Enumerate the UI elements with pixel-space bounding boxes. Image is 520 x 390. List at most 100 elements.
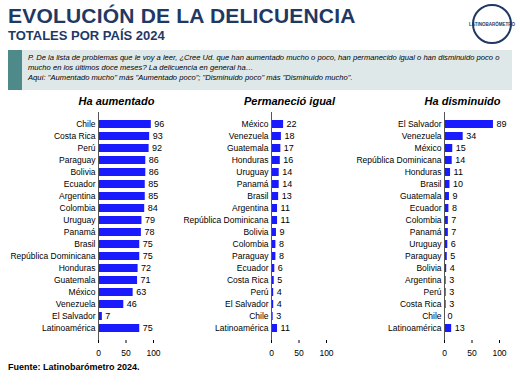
svg-text:46: 46 <box>127 299 137 309</box>
svg-text:Costa Rica: Costa Rica <box>54 131 96 141</box>
svg-text:Honduras: Honduras <box>232 155 269 165</box>
svg-text:34: 34 <box>466 131 476 141</box>
svg-text:República Dominicana: República Dominicana <box>356 155 441 165</box>
svg-text:63: 63 <box>136 287 146 297</box>
svg-text:Ecuador: Ecuador <box>64 179 96 189</box>
svg-text:100: 100 <box>146 348 160 358</box>
svg-text:16: 16 <box>283 155 293 165</box>
svg-text:Uruguay: Uruguay <box>236 167 269 177</box>
svg-text:Colombia: Colombia <box>60 203 96 213</box>
svg-text:0: 0 <box>448 311 453 321</box>
svg-text:Uruguay: Uruguay <box>409 239 442 249</box>
svg-text:85: 85 <box>148 179 158 189</box>
svg-text:Brasil: Brasil <box>74 239 95 249</box>
svg-text:85: 85 <box>148 191 158 201</box>
svg-text:79: 79 <box>145 215 155 225</box>
svg-text:11: 11 <box>454 167 463 177</box>
svg-text:Guatemala: Guatemala <box>54 275 96 285</box>
svg-text:Honduras: Honduras <box>405 167 442 177</box>
svg-text:7: 7 <box>105 311 110 321</box>
svg-text:75: 75 <box>143 323 153 333</box>
svg-text:Panamá: Panamá <box>237 179 269 189</box>
svg-text:El Salvador: El Salvador <box>398 119 442 129</box>
svg-text:5: 5 <box>277 275 282 285</box>
svg-text:14: 14 <box>455 155 465 165</box>
svg-text:7: 7 <box>451 215 456 225</box>
svg-text:11: 11 <box>281 215 290 225</box>
svg-text:8: 8 <box>279 251 284 261</box>
svg-text:Costa Rica: Costa Rica <box>227 275 269 285</box>
svg-text:100: 100 <box>492 348 506 358</box>
svg-text:75: 75 <box>143 251 153 261</box>
svg-text:0: 0 <box>442 348 447 358</box>
svg-text:86: 86 <box>149 155 159 165</box>
svg-text:Argentina: Argentina <box>59 191 96 201</box>
svg-text:México: México <box>415 143 442 153</box>
svg-text:México: México <box>69 287 96 297</box>
svg-text:0: 0 <box>269 348 274 358</box>
svg-text:Chile: Chile <box>422 311 442 321</box>
svg-text:3: 3 <box>449 287 454 297</box>
svg-text:Brasil: Brasil <box>247 191 268 201</box>
svg-text:71: 71 <box>141 275 151 285</box>
svg-text:Venezuela: Venezuela <box>56 299 96 309</box>
svg-text:14: 14 <box>282 179 292 189</box>
svg-text:Perú: Perú <box>78 143 96 153</box>
svg-text:8: 8 <box>279 239 284 249</box>
svg-text:Uruguay: Uruguay <box>63 215 96 225</box>
svg-text:Bolivia: Bolivia <box>416 263 441 273</box>
svg-text:4: 4 <box>277 287 282 297</box>
svg-text:Perú: Perú <box>251 287 269 297</box>
svg-text:93: 93 <box>153 131 163 141</box>
svg-text:Bolivia: Bolivia <box>243 227 268 237</box>
svg-text:72: 72 <box>141 263 151 273</box>
svg-text:18: 18 <box>284 131 294 141</box>
svg-text:Argentina: Argentina <box>405 275 442 285</box>
svg-text:11: 11 <box>281 203 290 213</box>
svg-text:84: 84 <box>148 203 158 213</box>
svg-text:78: 78 <box>144 227 154 237</box>
svg-text:Paraguay: Paraguay <box>232 251 269 261</box>
svg-text:El Salvador: El Salvador <box>52 311 96 321</box>
svg-text:El Salvador: El Salvador <box>225 299 269 309</box>
svg-text:Bolivia: Bolivia <box>70 167 95 177</box>
svg-text:4: 4 <box>450 263 455 273</box>
svg-text:3: 3 <box>449 275 454 285</box>
svg-text:Latinoamérica: Latinoamérica <box>215 323 269 333</box>
svg-text:Latinoamérica: Latinoamérica <box>388 323 442 333</box>
svg-text:República Dominicana: República Dominicana <box>183 215 268 225</box>
svg-text:50: 50 <box>294 348 304 358</box>
svg-text:3: 3 <box>276 311 281 321</box>
svg-text:Venezuela: Venezuela <box>402 131 442 141</box>
svg-text:9: 9 <box>279 227 284 237</box>
svg-text:86: 86 <box>149 167 159 177</box>
svg-text:Panamá: Panamá <box>64 227 96 237</box>
svg-text:7: 7 <box>451 227 456 237</box>
svg-text:96: 96 <box>154 119 164 129</box>
svg-text:Guatemala: Guatemala <box>227 143 269 153</box>
svg-text:4: 4 <box>277 299 282 309</box>
svg-text:Latinoamérica: Latinoamérica <box>42 323 96 333</box>
svg-text:Costa Rica: Costa Rica <box>400 299 442 309</box>
svg-text:92: 92 <box>152 143 162 153</box>
svg-text:Colombia: Colombia <box>406 215 442 225</box>
svg-text:Paraguay: Paraguay <box>405 251 442 261</box>
svg-text:22: 22 <box>287 119 297 129</box>
svg-text:Argentina: Argentina <box>232 203 269 213</box>
svg-text:Guatemala: Guatemala <box>400 191 442 201</box>
svg-text:13: 13 <box>282 191 292 201</box>
svg-text:5: 5 <box>450 251 455 261</box>
svg-text:Paraguay: Paraguay <box>59 155 96 165</box>
svg-text:Ecuador: Ecuador <box>410 203 442 213</box>
svg-text:14: 14 <box>282 167 292 177</box>
svg-text:Honduras: Honduras <box>59 263 96 273</box>
svg-text:0: 0 <box>96 348 101 358</box>
svg-text:México: México <box>242 119 269 129</box>
svg-text:Perú: Perú <box>424 287 442 297</box>
svg-text:3: 3 <box>449 299 454 309</box>
svg-text:Brasil: Brasil <box>420 179 441 189</box>
svg-text:Chile: Chile <box>76 119 96 129</box>
svg-text:Panamá: Panamá <box>410 227 442 237</box>
svg-text:10: 10 <box>453 179 463 189</box>
svg-text:8: 8 <box>452 203 457 213</box>
